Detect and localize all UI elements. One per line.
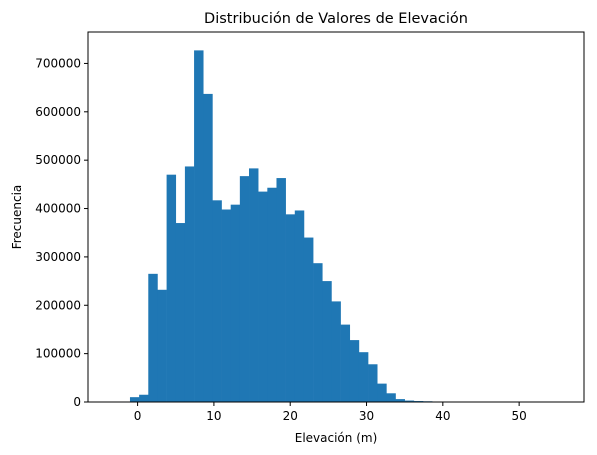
y-tick-label: 700000 bbox=[35, 56, 81, 70]
y-tick-label: 400000 bbox=[35, 202, 81, 216]
histogram-bar bbox=[377, 383, 387, 402]
histogram-bar bbox=[340, 324, 351, 402]
histogram-bar bbox=[404, 400, 415, 402]
histogram-bar bbox=[303, 237, 314, 402]
x-tick-label: 10 bbox=[206, 409, 221, 423]
x-axis-label: Elevación (m) bbox=[295, 431, 378, 445]
histogram-bar bbox=[313, 263, 323, 402]
y-tick-label: 100000 bbox=[35, 347, 81, 361]
histogram-bar bbox=[139, 394, 149, 402]
y-tick-label: 200000 bbox=[35, 298, 81, 312]
histogram-bar bbox=[258, 191, 268, 402]
histogram-bar bbox=[166, 174, 177, 402]
y-tick-label: 600000 bbox=[35, 105, 81, 119]
chart-title: Distribución de Valores de Elevación bbox=[204, 11, 468, 27]
bars-group bbox=[129, 50, 451, 402]
histogram-bar bbox=[249, 168, 259, 402]
x-tick-label: 40 bbox=[435, 409, 450, 423]
x-tick-label: 50 bbox=[511, 409, 526, 423]
histogram-bar bbox=[203, 93, 213, 402]
histogram-bar bbox=[212, 200, 222, 402]
histogram-bar bbox=[349, 340, 360, 402]
histogram-bar bbox=[175, 223, 186, 402]
plot-frame bbox=[87, 31, 585, 403]
histogram-bar bbox=[184, 166, 195, 402]
y-tick-label: 300000 bbox=[35, 250, 81, 264]
histogram-bar bbox=[148, 273, 158, 402]
x-tick-label: 30 bbox=[359, 409, 374, 423]
histogram-bar bbox=[221, 209, 231, 402]
histogram-bar bbox=[368, 364, 378, 402]
histogram-bar bbox=[129, 397, 140, 402]
histogram-bar bbox=[239, 176, 250, 402]
x-tick-label: 20 bbox=[283, 409, 298, 423]
histogram-bar bbox=[276, 178, 286, 402]
x-axis-ticks: 0 10 20 30 40 50 bbox=[134, 402, 527, 423]
histogram-bar bbox=[358, 352, 369, 402]
histogram-bar bbox=[230, 204, 241, 402]
histogram-bar bbox=[322, 281, 332, 402]
y-tick-label: 0 bbox=[73, 395, 81, 409]
histogram-bar bbox=[267, 187, 277, 402]
y-axis-ticks: 0 100000 200000 300000 400000 500000 600000 700… bbox=[35, 56, 88, 409]
histogram-bar bbox=[157, 289, 167, 402]
y-tick-label: 500000 bbox=[35, 153, 81, 167]
histogram-bar bbox=[331, 301, 341, 402]
histogram-bar bbox=[395, 399, 405, 402]
histogram-bar bbox=[285, 214, 296, 402]
histogram-bar bbox=[194, 50, 204, 402]
histogram-bar bbox=[386, 393, 396, 402]
x-tick-label: 0 bbox=[134, 409, 142, 423]
y-axis-label: Frecuencia bbox=[10, 185, 24, 250]
histogram-bar bbox=[294, 210, 305, 402]
